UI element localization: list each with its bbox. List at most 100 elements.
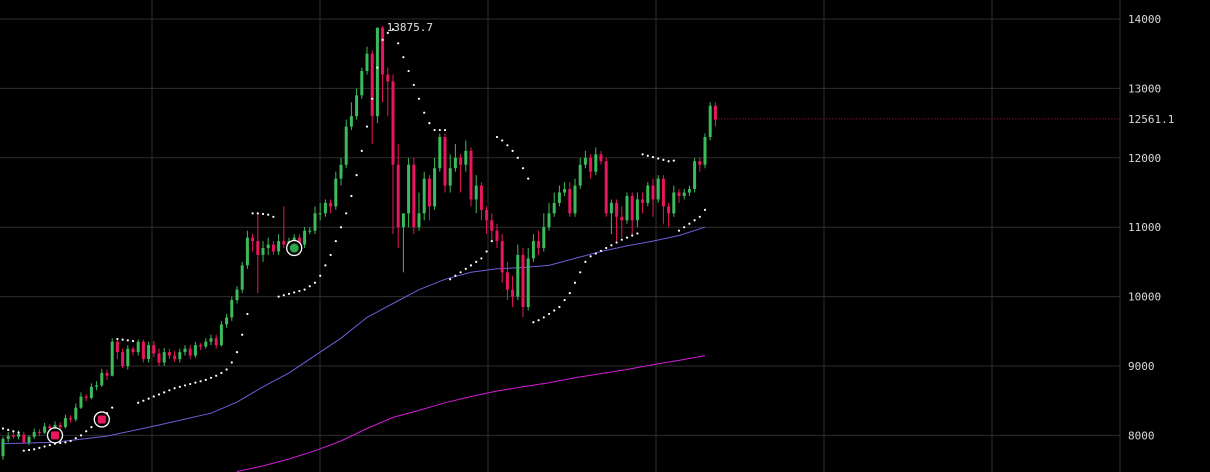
sar-dot <box>698 215 701 218</box>
candle <box>230 296 234 321</box>
sar-dot <box>397 42 400 45</box>
candle-body <box>74 407 78 420</box>
signals-layer <box>46 239 303 444</box>
candle-body <box>433 168 437 207</box>
sar-dot <box>121 338 124 341</box>
candle <box>27 435 31 446</box>
candle-body <box>469 150 473 200</box>
candle-body <box>713 105 717 120</box>
candle <box>74 403 78 422</box>
candle <box>121 348 125 369</box>
candle-body <box>344 126 348 165</box>
candle-body <box>79 396 83 408</box>
candle <box>167 348 171 360</box>
candle <box>667 202 671 228</box>
candle-body <box>183 348 187 353</box>
candle-body <box>568 189 572 214</box>
signal-dot <box>51 431 59 440</box>
candle-body <box>126 348 130 366</box>
candle <box>89 383 93 400</box>
candle-body <box>557 192 561 203</box>
sar-dot <box>256 212 259 215</box>
candle-body <box>115 341 119 353</box>
candle-body <box>22 434 26 443</box>
ma-slow-line <box>236 355 706 472</box>
candle-body <box>547 213 551 228</box>
candle <box>105 369 109 380</box>
sar-dot <box>183 384 187 387</box>
candle <box>693 157 697 193</box>
candle-body <box>6 436 10 439</box>
sar-dot <box>85 430 88 433</box>
sar-dot <box>59 441 62 445</box>
sar-dot <box>495 135 499 139</box>
candle-body <box>225 317 229 325</box>
candle <box>365 46 369 75</box>
candle <box>479 182 483 221</box>
ma-fast-layer <box>2 226 706 445</box>
sar-dot <box>204 378 207 381</box>
sar-dot <box>693 219 696 222</box>
candle-body <box>604 161 608 214</box>
y-axis: 8000 9000 10000 11000 12000 13000 14000 <box>1128 13 1161 442</box>
candle <box>178 348 182 363</box>
candle-body <box>292 237 296 242</box>
candle-body <box>656 178 660 200</box>
candle <box>516 244 520 301</box>
candle-body <box>266 244 270 249</box>
candle-body <box>32 431 36 437</box>
candle <box>157 348 161 366</box>
candle-body <box>240 265 244 290</box>
sar-dot <box>568 292 571 295</box>
candle-body <box>131 348 135 353</box>
sar-dot <box>381 38 384 41</box>
candle <box>43 422 47 435</box>
candle <box>495 223 499 249</box>
candle-body <box>277 241 281 252</box>
candle <box>687 185 691 196</box>
candle <box>677 189 681 203</box>
sar-dot <box>371 97 374 100</box>
candle <box>188 345 192 360</box>
candle-body <box>391 81 395 165</box>
candle-body <box>308 230 312 232</box>
candle <box>407 157 411 228</box>
sar-dot <box>298 289 301 293</box>
sar-dot <box>7 428 10 431</box>
candle <box>323 199 327 217</box>
sar-dot <box>402 56 405 59</box>
candle-body <box>599 154 603 162</box>
sar-dot <box>147 397 150 400</box>
candle-body <box>537 241 541 249</box>
candle <box>209 334 213 346</box>
candle <box>615 199 619 242</box>
candle-body <box>121 352 125 366</box>
sar-dot <box>126 339 129 342</box>
candle <box>511 275 515 308</box>
candle-body <box>37 431 41 433</box>
last-price-layer: 12561.1 <box>718 113 1174 126</box>
candle <box>360 67 364 99</box>
candle-body <box>693 161 697 190</box>
candle-body <box>245 237 249 266</box>
candle-body <box>438 136 442 169</box>
candle <box>474 175 478 214</box>
sar-dot <box>79 434 83 437</box>
chart-grid <box>0 0 1121 472</box>
candle-body <box>27 436 31 443</box>
sar-dot <box>360 149 363 152</box>
candle <box>620 206 624 238</box>
candle <box>282 206 286 249</box>
sar-dot <box>594 252 597 255</box>
sar-dot <box>532 321 535 324</box>
candle <box>573 178 577 217</box>
sar-dot <box>267 213 270 216</box>
sar-dot <box>27 448 31 452</box>
signal-dot <box>97 415 106 424</box>
sar-dot <box>521 167 525 170</box>
sar-dot <box>386 31 389 34</box>
sar-dot <box>173 387 176 390</box>
candle <box>646 182 650 207</box>
sar-dot <box>215 374 218 377</box>
